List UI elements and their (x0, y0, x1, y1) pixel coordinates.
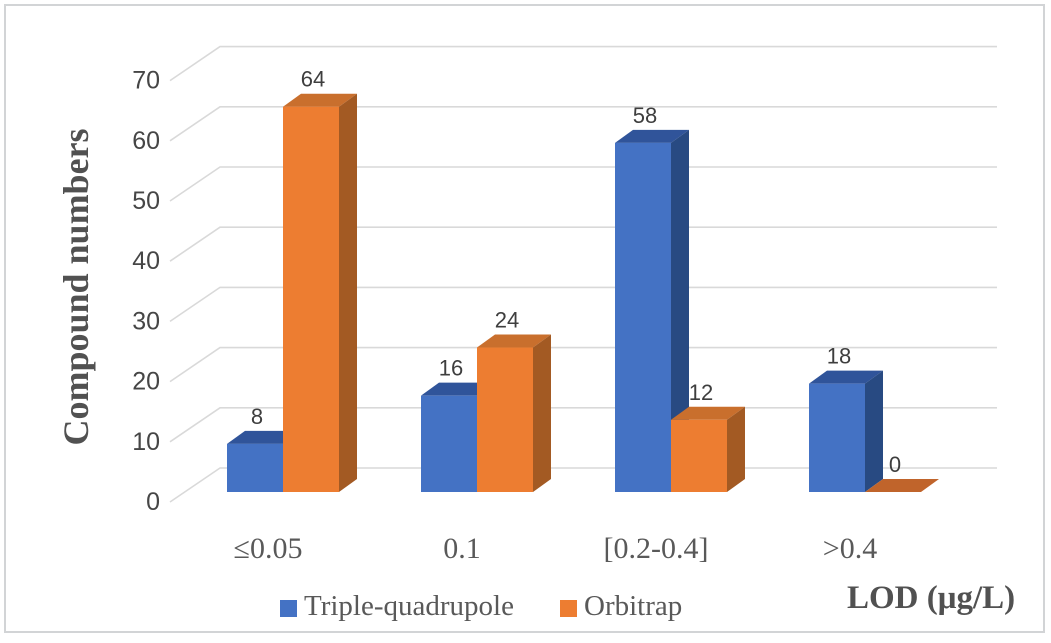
gridline (169, 286, 997, 323)
y-tick-label: 50 (132, 187, 160, 215)
bar-value-label: 0 (889, 452, 901, 477)
gridline (169, 226, 997, 262)
y-tick-label: 10 (132, 428, 160, 456)
gridline (169, 45, 997, 82)
y-tick-label: 0 (146, 488, 160, 516)
bar-top-face (227, 430, 301, 444)
bar-top-face (671, 406, 745, 420)
bar-front-face (227, 443, 283, 492)
bar-side-face (865, 370, 883, 492)
x-category-label: 0.1 (443, 532, 481, 565)
bar-value-label: 8 (251, 404, 263, 429)
bar-front-face (671, 419, 727, 492)
chart-figure: 0 10 20 30 40 50 60 70 8 64 ≤0.05 16 24 0.1 58 12 [0.2-0… (4, 4, 1045, 633)
bar-value-label: 16 (439, 356, 463, 381)
bar-value-label: 24 (495, 308, 519, 333)
bar-top-face (283, 93, 357, 107)
gridline (169, 106, 997, 142)
bar-side-face (727, 406, 745, 492)
bar-side-face (671, 129, 689, 492)
gridline (169, 166, 997, 202)
bar-front-face (283, 106, 339, 492)
bar-top-face (615, 129, 689, 143)
y-tick-label: 40 (132, 247, 160, 275)
x-category-label: ≤0.05 (234, 532, 303, 565)
bar-value-label: 58 (633, 103, 657, 128)
bar-front-face (421, 395, 477, 492)
y-tick-label: 30 (132, 307, 160, 335)
legend-swatch (280, 600, 297, 617)
legend-swatch (560, 600, 577, 617)
bar-value-label: 18 (827, 344, 851, 369)
bar-front-face (809, 383, 865, 492)
gridline (169, 346, 997, 383)
bar-value-label: 12 (689, 380, 713, 405)
legend-label: Orbitrap (584, 590, 682, 622)
legend-label: Triple-quadrupole (304, 590, 514, 622)
bar-front-face (615, 142, 671, 492)
bar-top-face (809, 370, 883, 384)
y-tick-label: 60 (132, 127, 160, 155)
bar-zero-slab (865, 479, 939, 492)
bar-value-label: 64 (301, 67, 325, 92)
bar-front-face (477, 347, 533, 492)
x-category-label: >0.4 (823, 532, 877, 565)
y-tick-label: 70 (132, 67, 160, 95)
bar-side-face (339, 93, 357, 492)
bar-side-face (533, 334, 551, 492)
bar-top-face (477, 334, 551, 348)
x-category-label: [0.2-0.4] (604, 532, 709, 565)
bar-top-face (421, 382, 495, 396)
y-axis-title: Compound numbers (56, 128, 96, 445)
y-tick-label: 20 (132, 368, 160, 396)
x-axis-title: LOD (μg/L) (847, 580, 1015, 616)
